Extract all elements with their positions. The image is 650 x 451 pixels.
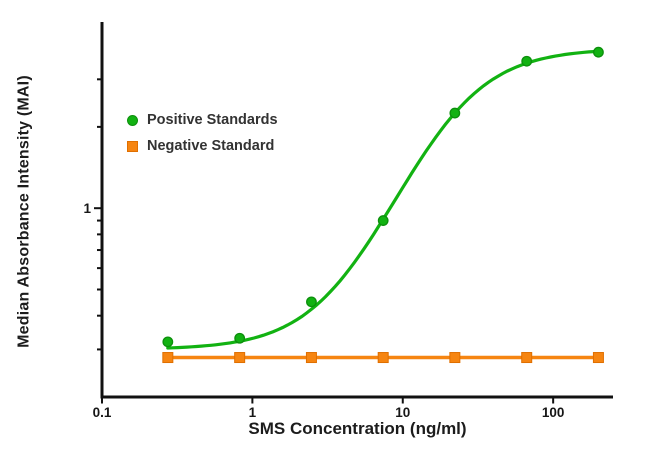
data-point-marker (592, 352, 604, 364)
data-point-marker (234, 332, 246, 344)
data-point-marker (234, 352, 246, 364)
negative-series-marker-icon (127, 140, 138, 152)
legend: Positive Standards Negative Standard (127, 107, 278, 159)
data-point-marker (377, 352, 389, 364)
x-tick-label: 1 (249, 405, 257, 420)
y-tick-label: 1 (83, 201, 91, 216)
legend-label-positive: Positive Standards (147, 112, 278, 128)
positive-fit-curve (166, 49, 600, 350)
series-positive-standards (162, 46, 604, 350)
positive-series-marker-icon (127, 114, 138, 126)
data-point-marker (449, 107, 461, 119)
data-point-marker (377, 215, 389, 226)
legend-item-positive-standards: Positive Standards (127, 107, 278, 133)
legend-label-negative: Negative Standard (147, 138, 275, 154)
data-point-marker (305, 352, 317, 364)
data-point-marker (449, 352, 461, 364)
data-point-marker (593, 46, 604, 58)
x-tick-label: 10 (395, 405, 410, 420)
data-point-marker (521, 352, 533, 364)
x-tick-label: 100 (542, 405, 565, 420)
y-axis-ticks: 1 (83, 78, 101, 351)
x-axis-ticks: 0.1 1 10 100 (93, 398, 565, 420)
x-axis-title: SMS Concentration (ng/ml) (248, 419, 467, 438)
data-point-marker (162, 352, 174, 364)
data-point-marker (306, 296, 317, 308)
legend-item-negative-standard: Negative Standard (127, 133, 278, 159)
series-negative-standard (162, 352, 604, 364)
x-tick-label: 0.1 (93, 405, 112, 420)
y-axis-title: Median Absorbance Intensity (MAI) (15, 75, 33, 348)
data-point-marker (521, 55, 533, 67)
data-point-marker (162, 336, 174, 348)
axes (100, 22, 613, 399)
